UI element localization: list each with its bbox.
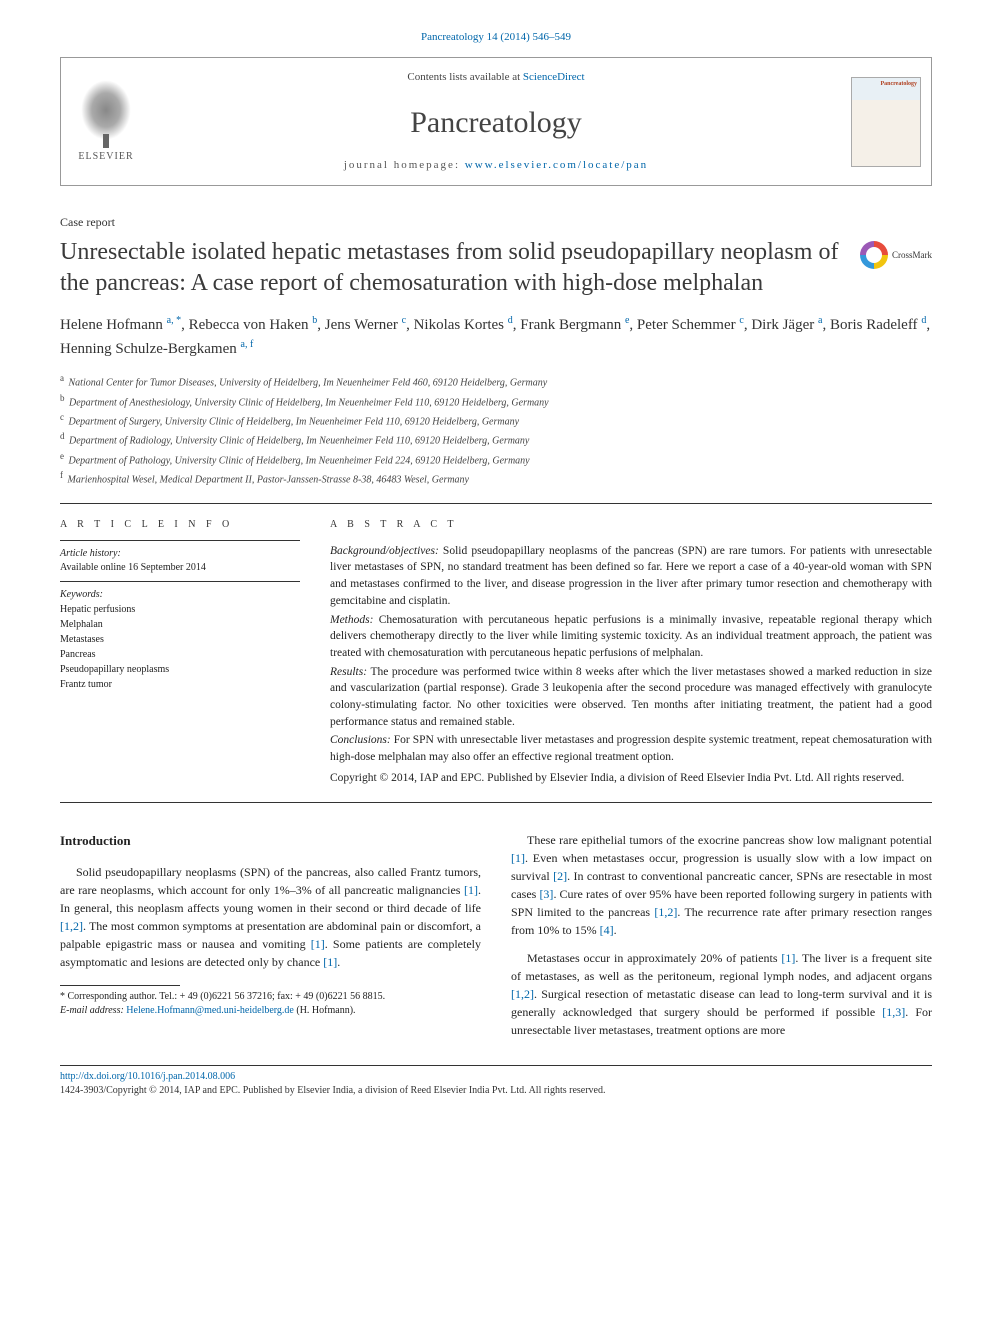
journal-header: ELSEVIER Contents lists available at Sci…	[60, 57, 932, 186]
body-text: Introduction Solid pseudopapillary neopl…	[60, 831, 932, 1049]
keyword: Pseudopapillary neoplasms	[60, 663, 300, 677]
corresponding-author: * Corresponding author. Tel.: + 49 (0)62…	[60, 990, 481, 1004]
email-link[interactable]: Helene.Hofmann@med.uni-heidelberg.de	[126, 1005, 294, 1016]
history-label: Article history:	[60, 547, 300, 561]
ref-link[interactable]: [1,2]	[654, 905, 677, 919]
issn-copyright: 1424-3903/Copyright © 2014, IAP and EPC.…	[60, 1085, 606, 1096]
abstract-results: Results: The procedure was performed twi…	[330, 664, 932, 731]
authors: Helene Hofmann a, *, Rebecca von Haken b…	[60, 313, 932, 360]
article-type: Case report	[60, 214, 932, 231]
homepage-prefix: journal homepage:	[344, 159, 465, 171]
ref-link[interactable]: [2]	[553, 869, 567, 883]
elsevier-tree-icon	[81, 80, 131, 140]
crossmark-label: CrossMark	[892, 249, 932, 262]
intro-p1: Solid pseudopapillary neoplasms (SPN) of…	[60, 863, 481, 971]
ref-link[interactable]: [1,2]	[511, 987, 534, 1001]
keyword: Metastases	[60, 633, 300, 647]
keyword: Melphalan	[60, 618, 300, 632]
info-heading: A R T I C L E I N F O	[60, 518, 300, 532]
abstract-heading: A B S T R A C T	[330, 518, 932, 533]
keyword: Hepatic perfusions	[60, 603, 300, 617]
contents-prefix: Contents lists available at	[407, 71, 522, 83]
ref-link[interactable]: [4]	[600, 923, 614, 937]
abstract-methods: Methods: Chemosaturation with percutaneo…	[330, 612, 932, 662]
affiliation: a National Center for Tumor Diseases, Un…	[60, 372, 932, 390]
keywords-list: Hepatic perfusionsMelphalanMetastasesPan…	[60, 603, 300, 692]
abstract-background: Background/objectives: Solid pseudopapil…	[330, 543, 932, 610]
article-title: Unresectable isolated hepatic metastases…	[60, 237, 840, 299]
intro-p2: These rare epithelial tumors of the exoc…	[511, 831, 932, 939]
homepage-line: journal homepage: www.elsevier.com/locat…	[159, 158, 833, 173]
crossmark-badge[interactable]: CrossMark	[860, 241, 932, 269]
publisher-name: ELSEVIER	[78, 150, 133, 164]
intro-p3: Metastases occur in approximately 20% of…	[511, 949, 932, 1039]
ref-link[interactable]: [1]	[511, 851, 525, 865]
footnote-rule	[60, 985, 180, 986]
article-info: A R T I C L E I N F O Article history: A…	[60, 504, 300, 802]
cover-image: Pancreatology	[851, 77, 921, 167]
abstract-conclusions: Conclusions: For SPN with unresectable l…	[330, 732, 932, 765]
citation: Pancreatology 14 (2014) 546–549	[60, 30, 932, 45]
ref-link[interactable]: [1]	[311, 937, 325, 951]
homepage-link[interactable]: www.elsevier.com/locate/pan	[465, 159, 648, 171]
ref-link[interactable]: [3]	[539, 887, 553, 901]
history-text: Available online 16 September 2014	[60, 561, 300, 575]
contents-line: Contents lists available at ScienceDirec…	[159, 70, 833, 85]
ref-link[interactable]: [1,3]	[882, 1005, 905, 1019]
cover-thumbnail: Pancreatology	[841, 58, 931, 185]
doi-link[interactable]: http://dx.doi.org/10.1016/j.pan.2014.08.…	[60, 1071, 235, 1082]
abstract: A B S T R A C T Background/objectives: S…	[330, 504, 932, 802]
header-center: Contents lists available at ScienceDirec…	[151, 58, 841, 185]
affiliation: d Department of Radiology, University Cl…	[60, 430, 932, 448]
cover-title: Pancreatology	[880, 80, 917, 88]
sciencedirect-link[interactable]: ScienceDirect	[523, 71, 585, 83]
doi-footer: http://dx.doi.org/10.1016/j.pan.2014.08.…	[60, 1065, 932, 1098]
ref-link[interactable]: [1]	[323, 955, 337, 969]
journal-name: Pancreatology	[159, 102, 833, 144]
publisher-logo: ELSEVIER	[61, 58, 151, 185]
footnotes: * Corresponding author. Tel.: + 49 (0)62…	[60, 990, 481, 1018]
ref-link[interactable]: [1]	[464, 883, 478, 897]
abstract-copyright: Copyright © 2014, IAP and EPC. Published…	[330, 770, 932, 787]
affiliation: e Department of Pathology, University Cl…	[60, 450, 932, 468]
keyword: Frantz tumor	[60, 678, 300, 692]
affiliation: f Marienhospital Wesel, Medical Departme…	[60, 469, 932, 487]
corresponding-email: E-mail address: Helene.Hofmann@med.uni-h…	[60, 1004, 481, 1018]
keywords-label: Keywords:	[60, 588, 300, 602]
affiliation: b Department of Anesthesiology, Universi…	[60, 392, 932, 410]
ref-link[interactable]: [1,2]	[60, 919, 83, 933]
intro-heading: Introduction	[60, 831, 481, 851]
ref-link[interactable]: [1]	[781, 951, 795, 965]
keyword: Pancreas	[60, 648, 300, 662]
crossmark-icon	[860, 241, 888, 269]
affiliation: c Department of Surgery, University Clin…	[60, 411, 932, 429]
affiliations: a National Center for Tumor Diseases, Un…	[60, 372, 932, 487]
